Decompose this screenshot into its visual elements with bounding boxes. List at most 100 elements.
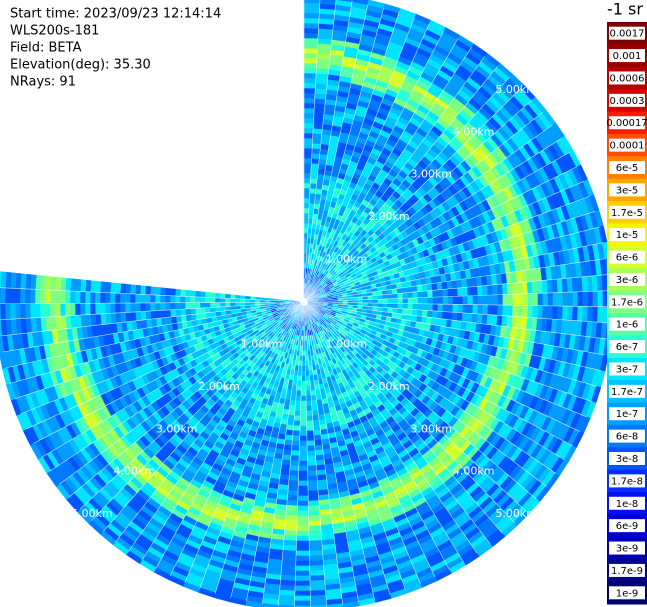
range-gate <box>303 157 312 164</box>
range-gate <box>392 293 399 299</box>
range-gate <box>296 530 310 537</box>
range-gate <box>305 380 311 387</box>
ray-gap <box>303 111 543 303</box>
range-gate <box>306 420 314 427</box>
range-gate <box>432 303 439 312</box>
ray-gap <box>303 99 533 303</box>
range-gate <box>582 306 589 322</box>
range-gate <box>295 545 310 552</box>
range-gate <box>297 485 309 492</box>
range-gate <box>299 425 307 432</box>
range-gate <box>303 17 320 24</box>
ray-gap <box>303 66 498 303</box>
range-gate <box>303 57 318 64</box>
range-gate <box>310 599 327 607</box>
ray-gap <box>303 180 585 303</box>
range-gate <box>298 450 308 457</box>
range-gate <box>462 304 469 314</box>
range-gate <box>407 303 414 310</box>
range-gate <box>427 290 434 298</box>
range-gate <box>303 2 321 9</box>
range-gate <box>472 286 479 296</box>
range-gate <box>312 414 320 421</box>
range-gate <box>296 515 309 522</box>
ray-gap <box>303 301 605 356</box>
range-gate <box>303 0 321 4</box>
range-gate <box>310 395 317 401</box>
range-gate <box>294 600 311 607</box>
range-gate <box>303 207 310 214</box>
range-gate <box>303 127 314 134</box>
ray-gap <box>303 0 353 303</box>
range-gate <box>283 539 297 547</box>
range-gate <box>308 535 322 542</box>
range-gate <box>289 460 300 467</box>
range-gate <box>303 142 313 149</box>
range-gate <box>472 295 479 305</box>
range-gate <box>437 289 444 298</box>
range-gate <box>303 172 312 179</box>
range-gate <box>477 295 484 306</box>
range-gate <box>308 510 321 517</box>
range-gate <box>387 303 394 309</box>
range-gate <box>482 294 489 306</box>
range-gate <box>537 292 544 306</box>
range-gate <box>303 47 318 54</box>
range-gate <box>312 123 324 130</box>
range-gate <box>427 296 434 305</box>
range-gate <box>303 62 317 69</box>
range-gate <box>313 429 322 436</box>
range-gate <box>294 580 311 587</box>
range-gate <box>310 172 318 179</box>
range-gate <box>506 282 514 295</box>
range-gate <box>297 505 309 512</box>
range-gate <box>411 285 418 293</box>
range-gate <box>377 298 384 304</box>
range-gate <box>351 0 370 6</box>
range-gate <box>421 284 428 292</box>
ray-gap <box>303 290 609 303</box>
range-gate <box>301 360 306 367</box>
range-gate <box>287 485 299 492</box>
range-gate <box>286 424 294 431</box>
range-gate <box>305 385 311 392</box>
range-gate <box>286 500 298 507</box>
range-gate <box>287 414 295 421</box>
range-gate <box>572 306 579 321</box>
range-gate <box>487 304 494 316</box>
range-gate <box>307 460 317 467</box>
range-gate <box>303 52 318 59</box>
range-gate <box>442 296 449 305</box>
range-gate <box>532 305 539 319</box>
range-gate <box>300 415 307 422</box>
range-gate <box>372 302 379 308</box>
range-gate <box>300 400 307 407</box>
range-gate <box>547 292 554 307</box>
range-gate <box>288 475 299 482</box>
range-gate <box>309 580 326 587</box>
range-gate <box>303 152 313 159</box>
range-gate <box>303 107 315 114</box>
range-gate <box>407 308 413 316</box>
range-gate <box>436 310 443 320</box>
ray-gap <box>303 152 570 303</box>
range-gate <box>442 288 449 298</box>
range-gate <box>427 303 434 312</box>
scan <box>0 0 614 607</box>
range-gate <box>282 549 297 557</box>
range-gate <box>303 162 312 169</box>
range-gate <box>577 306 584 322</box>
ray-gap <box>303 166 578 303</box>
range-gate <box>306 430 315 437</box>
range-gate <box>357 299 364 304</box>
range-gate <box>294 405 301 412</box>
ray-gap <box>303 87 522 303</box>
range-gate <box>289 465 300 472</box>
range-gate <box>303 212 309 219</box>
ray-gap <box>303 0 321 303</box>
range-gate <box>552 305 559 320</box>
range-gate <box>402 308 408 315</box>
range-gate <box>447 288 454 297</box>
range-gate <box>422 303 429 311</box>
range-gate <box>297 495 309 502</box>
